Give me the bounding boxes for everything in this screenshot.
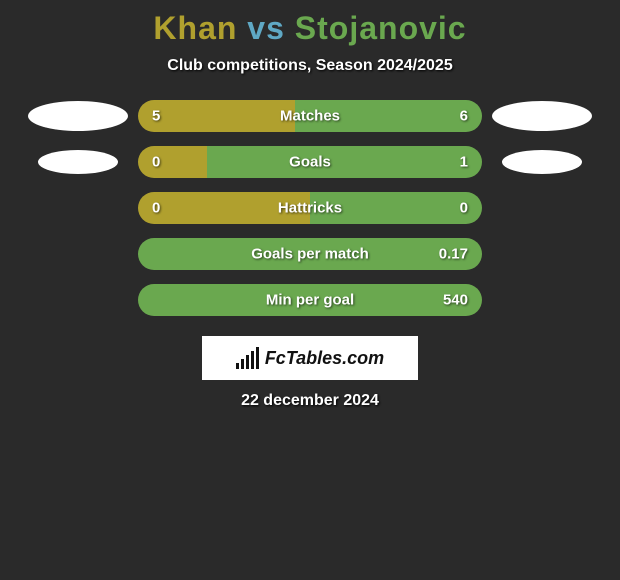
brand-logo: FcTables.com — [202, 336, 418, 380]
stat-row: Goals per match 0.17 — [0, 238, 620, 270]
stat-bar: Matches 5 6 — [138, 100, 482, 132]
title-vs: vs — [247, 10, 285, 46]
stat-label: Hattricks — [278, 200, 342, 217]
avatar-slot-right — [482, 101, 602, 131]
stat-bar-left — [138, 146, 207, 178]
stats-list: Matches 5 6 Goals 0 1 Hattricks 0 0 Goals per mat… — [0, 100, 620, 316]
stat-value-left: 0 — [152, 154, 160, 171]
title-player2: Stojanovic — [295, 10, 467, 46]
date-label: 22 december 2024 — [0, 392, 620, 410]
stat-value-right: 0.17 — [439, 246, 468, 263]
stat-bar: Min per goal 540 — [138, 284, 482, 316]
stat-bar-left — [138, 100, 295, 132]
player-avatar-left — [38, 150, 118, 174]
player-avatar-right — [502, 150, 582, 174]
stat-row: Matches 5 6 — [0, 100, 620, 132]
stat-value-right: 6 — [460, 108, 468, 125]
player-avatar-left — [28, 101, 128, 131]
stat-label: Min per goal — [266, 292, 354, 309]
infographic-container: Khan vs Stojanovic Club competitions, Se… — [0, 0, 620, 410]
bar-chart-icon — [236, 347, 259, 369]
stat-label: Goals per match — [251, 246, 369, 263]
stat-row: Min per goal 540 — [0, 284, 620, 316]
stat-bar: Goals per match 0.17 — [138, 238, 482, 270]
avatar-slot-left — [18, 101, 138, 131]
subtitle: Club competitions, Season 2024/2025 — [0, 57, 620, 75]
title-player1: Khan — [153, 10, 237, 46]
stat-label: Matches — [280, 108, 340, 125]
stat-bar-right — [207, 146, 482, 178]
page-title: Khan vs Stojanovic — [0, 10, 620, 47]
stat-value-left: 5 — [152, 108, 160, 125]
stat-row: Hattricks 0 0 — [0, 192, 620, 224]
stat-value-right: 540 — [443, 292, 468, 309]
stat-row: Goals 0 1 — [0, 146, 620, 178]
avatar-slot-right — [482, 150, 602, 174]
brand-logo-text: FcTables.com — [265, 348, 384, 369]
player-avatar-right — [492, 101, 592, 131]
stat-label: Goals — [289, 154, 331, 171]
stat-bar: Goals 0 1 — [138, 146, 482, 178]
stat-value-left: 0 — [152, 200, 160, 217]
stat-bar: Hattricks 0 0 — [138, 192, 482, 224]
stat-value-right: 1 — [460, 154, 468, 171]
avatar-slot-left — [18, 150, 138, 174]
stat-value-right: 0 — [460, 200, 468, 217]
